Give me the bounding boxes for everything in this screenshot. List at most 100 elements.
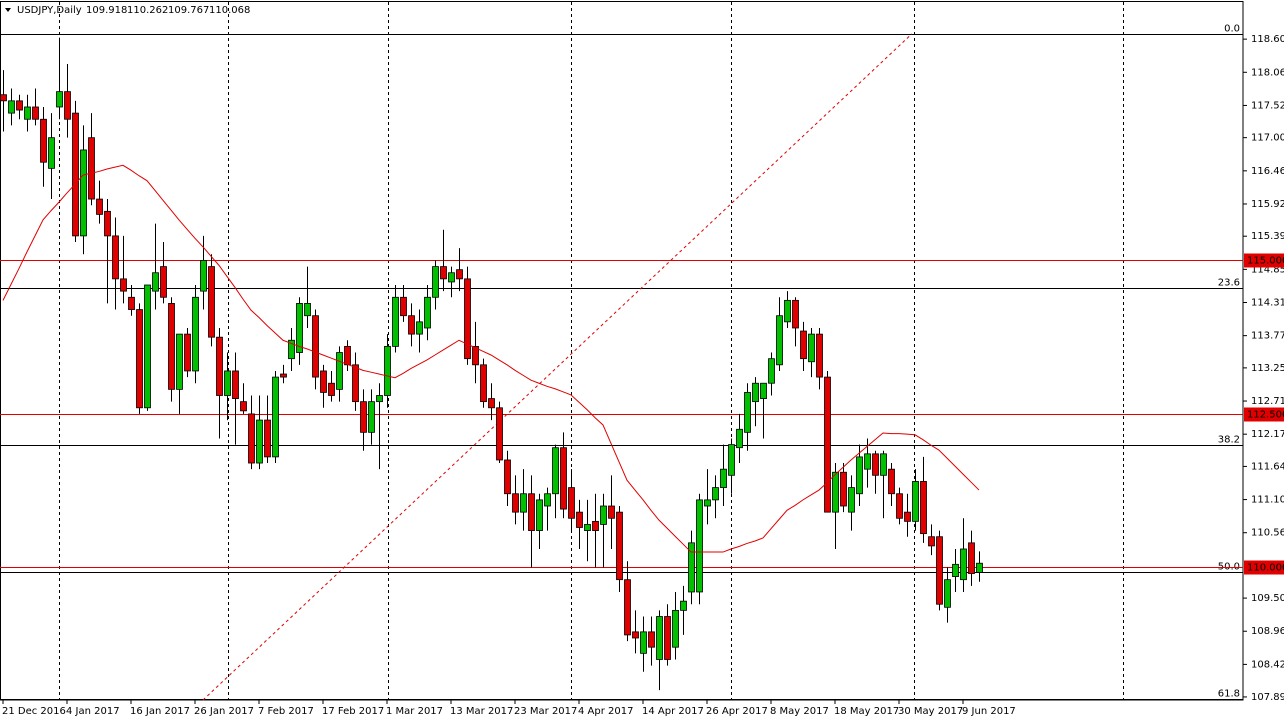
y-tick-label: 111.645 [1251, 461, 1284, 472]
y-tick-label: 112.710 [1251, 396, 1284, 407]
candle-body [680, 600, 687, 611]
candle-body [120, 278, 127, 292]
candle-body [976, 562, 983, 573]
candle-body [832, 471, 839, 513]
candle-body [968, 542, 975, 574]
candle-body [800, 330, 807, 360]
candle-body [520, 493, 527, 513]
candle-body [392, 296, 399, 347]
candle-body [328, 382, 335, 396]
candle-body [152, 272, 159, 292]
header-value: 110.262 [127, 5, 168, 16]
candle-body [232, 370, 239, 399]
x-tick-label: 1 Mar 2017 [386, 706, 443, 717]
candle-body [608, 505, 615, 519]
candle-body [848, 487, 855, 513]
candle-body [376, 395, 383, 403]
candle-body [464, 278, 471, 360]
candle-body [560, 447, 567, 510]
candle-body [648, 631, 655, 648]
y-tick-label: 117.525 [1251, 100, 1284, 111]
candle-body [80, 149, 87, 237]
candle-body [632, 631, 639, 639]
fib-label: 0.0 [1224, 24, 1240, 35]
candle-body [72, 112, 79, 237]
candle-body [360, 401, 367, 433]
candle-body [208, 266, 215, 338]
y-tick-label: 114.855 [1251, 264, 1284, 275]
candle-body [8, 100, 15, 114]
candle-body [640, 631, 647, 654]
y-tick-label: 112.170 [1251, 429, 1284, 440]
candle-body [304, 303, 311, 317]
candle-body [320, 370, 327, 393]
x-tick-label: 7 Feb 2017 [258, 706, 314, 717]
candle-body [720, 468, 727, 488]
candle-body [336, 352, 343, 390]
candle-body [400, 296, 407, 317]
candle-body [384, 345, 391, 396]
candle-body [472, 345, 479, 366]
candle-body [64, 91, 71, 120]
y-tick-label: 108.420 [1251, 659, 1284, 670]
candle-body [344, 345, 351, 366]
candle-body [448, 272, 455, 283]
y-tick-label: 113.775 [1251, 331, 1284, 342]
candle-body [624, 579, 631, 636]
candle-body [792, 299, 799, 329]
candle-body [424, 296, 431, 329]
candle-body [752, 382, 759, 403]
candle-body [880, 453, 887, 476]
trendline [202, 33, 913, 701]
candle-body [664, 616, 671, 660]
x-tick-label: 17 Feb 2017 [322, 706, 384, 717]
candle-body [904, 511, 911, 522]
candle-body [160, 266, 167, 298]
level-box [1244, 253, 1284, 268]
candle-body [24, 106, 31, 120]
fib-label: 61.8 [1218, 689, 1240, 700]
candle-body [136, 309, 143, 409]
level-box [1244, 560, 1284, 575]
candle-body [688, 542, 695, 593]
candle-body [440, 266, 447, 280]
candle-body [88, 137, 95, 200]
candle-body [544, 493, 551, 507]
candle-body [672, 609, 679, 648]
candle-body [0, 94, 7, 102]
moving-average [2, 164, 980, 553]
symbol: USDJPY,Daily [17, 5, 82, 16]
candle-body [176, 333, 183, 390]
candle-body [888, 468, 895, 495]
candle-body [56, 91, 63, 108]
fib-label: 23.6 [1218, 278, 1240, 289]
x-tick-label: 26 Jan 2017 [194, 706, 254, 717]
candle-body [960, 548, 967, 581]
x-tick-label: 14 Apr 2017 [642, 706, 704, 717]
candle-body [696, 499, 703, 593]
candle-body [536, 499, 543, 531]
y-tick-label: 110.565 [1251, 528, 1284, 539]
y-tick-label: 107.890 [1251, 692, 1284, 703]
menu-arrow[interactable] [5, 8, 11, 12]
level-label: 115.000 [1247, 256, 1284, 267]
candle-body [144, 284, 151, 409]
candle-body [200, 260, 207, 292]
candle-body [352, 364, 359, 403]
candle-body [728, 444, 735, 476]
candle-body [40, 118, 47, 163]
y-tick-label: 109.500 [1251, 593, 1284, 604]
candle-body [280, 373, 287, 378]
y-tick-label: 115.395 [1251, 231, 1284, 242]
candle-body [784, 299, 791, 323]
y-tick-label: 115.920 [1251, 199, 1284, 210]
candle-body [928, 536, 935, 547]
candle-body [576, 511, 583, 528]
y-tick-label: 111.105 [1251, 495, 1284, 506]
candle-body [616, 511, 623, 581]
candle-body [368, 401, 375, 433]
candle-body [224, 370, 231, 396]
candle-body [896, 493, 903, 519]
